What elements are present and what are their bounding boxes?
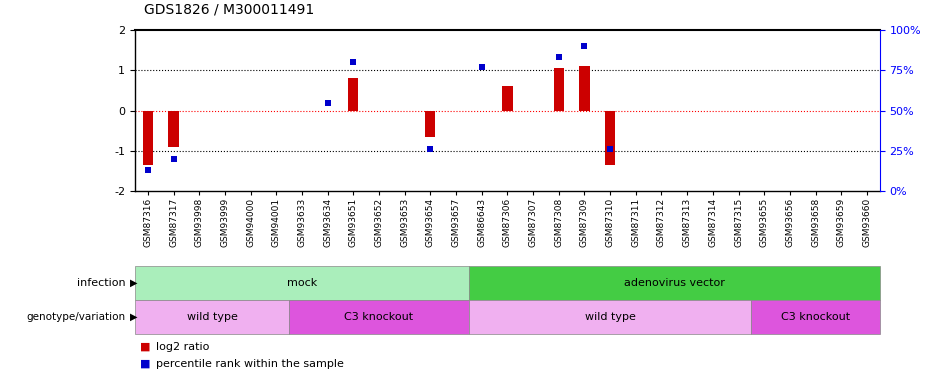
Text: ■: ■ <box>140 359 150 369</box>
Bar <box>605 111 615 165</box>
Bar <box>425 111 436 137</box>
Bar <box>135 266 469 300</box>
Bar <box>142 111 153 165</box>
Bar <box>751 300 880 334</box>
Bar <box>554 68 564 111</box>
Text: ▶: ▶ <box>130 312 138 322</box>
Text: mock: mock <box>287 278 317 288</box>
Bar <box>290 300 469 334</box>
Text: C3 knockout: C3 knockout <box>344 312 413 322</box>
Text: genotype/variation: genotype/variation <box>27 312 126 322</box>
Bar <box>469 300 751 334</box>
Text: percentile rank within the sample: percentile rank within the sample <box>156 359 344 369</box>
Text: log2 ratio: log2 ratio <box>156 342 209 352</box>
Text: ▶: ▶ <box>130 278 138 288</box>
Bar <box>135 300 290 334</box>
Text: C3 knockout: C3 knockout <box>781 312 850 322</box>
Bar <box>502 86 513 111</box>
Text: infection: infection <box>77 278 126 288</box>
Text: adenovirus vector: adenovirus vector <box>624 278 724 288</box>
Text: ■: ■ <box>140 342 150 352</box>
Bar <box>169 111 179 147</box>
Bar <box>348 78 358 111</box>
Bar <box>469 266 880 300</box>
Text: wild type: wild type <box>186 312 237 322</box>
Bar <box>579 66 589 111</box>
Text: wild type: wild type <box>585 312 636 322</box>
Text: GDS1826 / M300011491: GDS1826 / M300011491 <box>144 3 315 17</box>
